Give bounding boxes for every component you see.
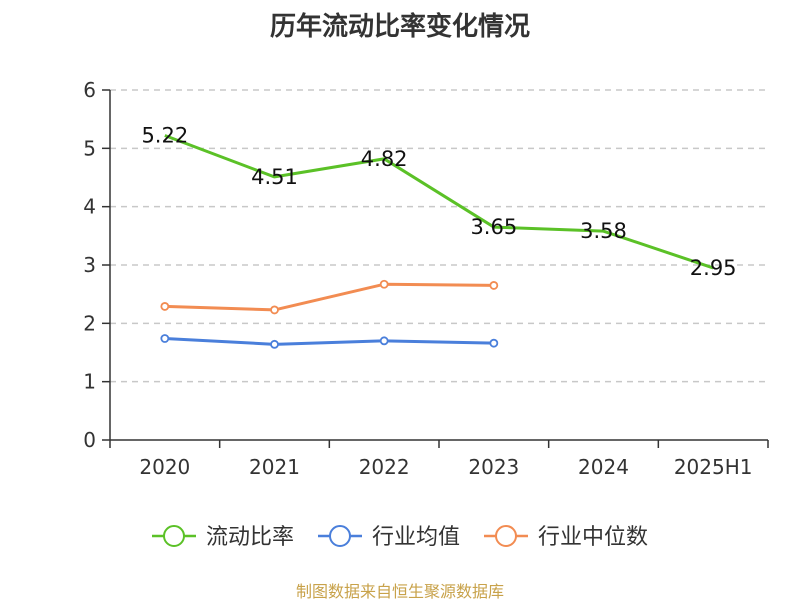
data-point (270, 305, 279, 315)
source-note: 制图数据来自恒生聚源数据库 (295, 582, 504, 601)
legend-marker (329, 525, 351, 547)
x-tick-label: 2021 (249, 455, 300, 479)
data-labels: 5.22 4.51 4.82 3.65 3.58 2.95 (141, 124, 736, 280)
legend-label: 行业中位数 (538, 525, 648, 550)
data-label: 2.95 (690, 256, 737, 280)
legend-marker (495, 525, 517, 547)
legend-label: 流动比率 (206, 525, 294, 550)
data-point (160, 302, 170, 311)
y-tick-label: 4 (83, 195, 96, 219)
x-tick-label: 2020 (139, 455, 190, 479)
series-line-1 (164, 337, 494, 346)
x-tick-label: 2023 (468, 455, 519, 479)
data-label: 4.51 (251, 165, 298, 189)
y-tick-label: 1 (83, 370, 96, 394)
gridlines (110, 89, 768, 383)
chart-title: 历年流动比率变化情况 (269, 12, 530, 42)
x-tick-label: 2022 (359, 455, 410, 479)
legend-item-2: 行业中位数 (484, 525, 648, 550)
legend-label: 行业均值 (372, 525, 460, 550)
data-label: 3.58 (580, 219, 627, 243)
legend-marker (163, 525, 185, 547)
y-tick-label: 3 (83, 253, 96, 277)
y-tick-label: 6 (83, 78, 96, 102)
legend: 流动比率 行业均值 行业中位数 (152, 525, 648, 550)
series-line-0 (164, 134, 714, 270)
data-point (379, 279, 389, 289)
legend-item-0: 流动比率 (152, 525, 294, 550)
y-tick-label: 2 (83, 311, 96, 335)
data-point (379, 336, 389, 346)
data-point (489, 338, 499, 348)
data-point (270, 339, 279, 349)
data-label: 3.65 (470, 215, 517, 239)
data-label: 4.82 (361, 147, 408, 171)
series-line-2 (164, 282, 494, 312)
y-tick-label: 0 (83, 428, 96, 452)
x-tick-label: 2025H1 (674, 455, 753, 479)
y-tick-label: 5 (83, 136, 96, 160)
axes: 0 1 2 3 4 5 6 2020 2021 2022 2023 2024 2025H1 (83, 78, 769, 479)
legend-item-1: 行业均值 (318, 525, 460, 550)
x-tick-label: 2024 (578, 455, 629, 479)
series-lines (160, 134, 714, 349)
data-point (489, 281, 499, 290)
data-label: 5.22 (141, 124, 188, 148)
data-point (160, 334, 170, 343)
